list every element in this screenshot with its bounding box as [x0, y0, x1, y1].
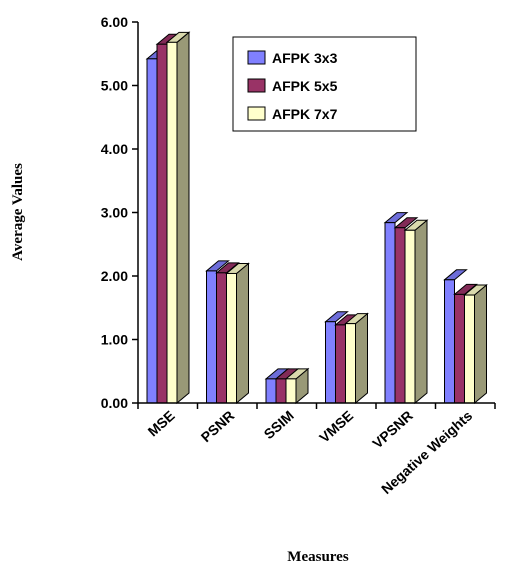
- bar-side-4: [414, 219, 428, 405]
- bar-front-4-0: [384, 222, 396, 404]
- bar-1-2: [225, 262, 250, 405]
- bar-front-0-0: [146, 58, 158, 404]
- bar-4-2: [403, 219, 429, 405]
- bar-front-2-2: [285, 378, 297, 404]
- x-tick-label-1: PSNR: [198, 407, 238, 445]
- bar-front-1-2: [226, 272, 237, 404]
- bars-group: [145, 31, 488, 405]
- y-tick-label-0: 0.00: [101, 395, 128, 411]
- bar-front-4-1: [394, 227, 406, 404]
- x-tick-label-0: MSE: [145, 407, 178, 439]
- bar-front-5-1: [454, 293, 465, 404]
- bar-front-1-1: [216, 272, 227, 404]
- bar-side-0: [176, 31, 190, 405]
- legend-label-1: AFPK 5x5: [272, 78, 338, 94]
- bar-3-2: [344, 312, 369, 405]
- y-tick-label-6: 6.00: [101, 14, 128, 30]
- x-tick-label-2: SSIM: [261, 407, 297, 442]
- legend-swatch-2: [247, 106, 266, 121]
- y-tick-label-1: 1.00: [101, 332, 128, 348]
- y-ticks-group: 0.00 1.00 2.00 3.00 4.00 5.00 6.00: [101, 14, 138, 411]
- bar-front-0-1: [156, 43, 168, 404]
- x-axis-title: Measures: [287, 549, 349, 565]
- y-tick-label-5: 5.00: [101, 78, 128, 94]
- y-axis-title: Average Values: [10, 163, 26, 261]
- bar-front-2-0: [265, 378, 277, 404]
- x-tick-label-3: VMSE: [316, 407, 356, 445]
- bar-front-3-2: [345, 323, 356, 404]
- y-tick-label-2: 2.00: [101, 268, 128, 284]
- legend-swatch-0: [247, 50, 266, 65]
- bar-5-2: [463, 283, 488, 405]
- bar-front-1-0: [206, 270, 217, 404]
- bar-front-3-1: [335, 324, 346, 404]
- bar-side-3: [355, 312, 368, 405]
- bar-front-5-0: [444, 279, 455, 404]
- x-tick-label-4: VPSNR: [369, 407, 416, 451]
- legend-label-0: AFPK 3x3: [272, 50, 338, 66]
- legend-swatch-1: [247, 78, 266, 93]
- bar-front-0-2: [166, 41, 178, 404]
- legend-label-2: AFPK 7x7: [272, 106, 338, 122]
- legend: AFPK 3x3 AFPK 5x5 AFPK 7x7: [232, 36, 417, 132]
- legend-items: AFPK 3x3 AFPK 5x5 AFPK 7x7: [247, 50, 338, 122]
- y-tick-label-4: 4.00: [101, 141, 128, 157]
- bar-front-4-2: [404, 229, 416, 404]
- bar-front-5-2: [464, 294, 475, 404]
- bar-top-5-0: [443, 269, 468, 281]
- y-tick-label-3: 3.00: [101, 205, 128, 221]
- bar-front-2-1: [275, 378, 287, 404]
- bar-0-2: [165, 31, 191, 405]
- bar-side-1: [236, 262, 249, 405]
- bar-side-5: [474, 283, 487, 405]
- bar-front-3-0: [325, 321, 336, 404]
